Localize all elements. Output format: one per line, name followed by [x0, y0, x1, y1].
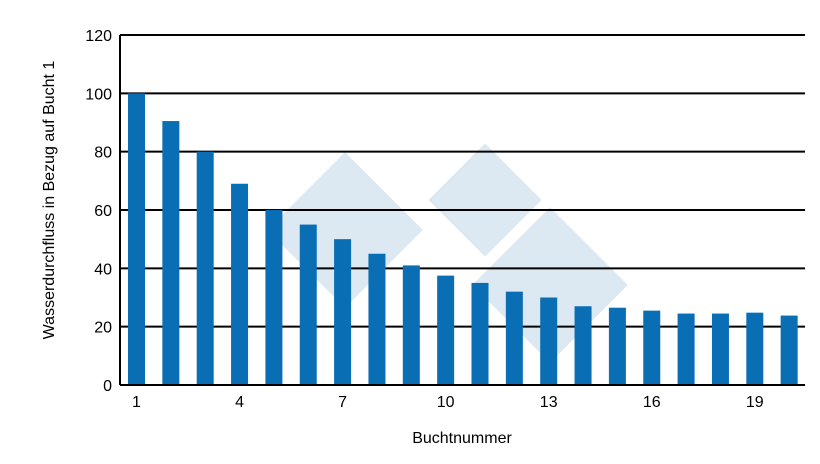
x-tick-label: 13 [540, 394, 558, 411]
bar-2 [162, 121, 180, 386]
bar-12 [505, 291, 523, 385]
bar-5 [265, 210, 283, 385]
x-tick-label: 7 [338, 394, 347, 411]
bar-15 [608, 307, 626, 385]
x-tick-label: 10 [437, 394, 455, 411]
y-tick-label: 20 [94, 320, 112, 337]
x-axis-label: Buchtnummer [412, 430, 512, 447]
x-tick-label: 16 [643, 394, 661, 411]
y-tick-label: 120 [85, 28, 112, 45]
bar-18 [711, 313, 729, 385]
bar-8 [368, 253, 386, 385]
x-tick-label: 1 [132, 394, 141, 411]
y-tick-label: 40 [94, 261, 112, 278]
bar-19 [746, 312, 764, 385]
y-tick-label: 0 [103, 378, 112, 395]
bar-9 [402, 265, 420, 385]
bar-4 [231, 183, 249, 385]
y-tick-label: 60 [94, 203, 112, 220]
x-tick-label: 4 [235, 394, 244, 411]
bar-7 [334, 239, 352, 385]
bar-11 [471, 282, 489, 385]
bar-13 [540, 297, 558, 385]
x-tick-label: 19 [746, 394, 764, 411]
y-tick-label: 100 [85, 86, 112, 103]
bar-6 [299, 224, 317, 385]
bar-10 [437, 275, 455, 385]
bar-16 [643, 310, 661, 385]
y-tick-label: 80 [94, 145, 112, 162]
bar-3 [196, 151, 214, 385]
bar-20 [780, 315, 798, 385]
bar-1 [128, 93, 145, 385]
y-axis-label: Wasserdurchfluss in Bezug auf Bucht 1 [41, 61, 58, 340]
bar-14 [574, 306, 592, 385]
bar-17 [677, 313, 695, 385]
